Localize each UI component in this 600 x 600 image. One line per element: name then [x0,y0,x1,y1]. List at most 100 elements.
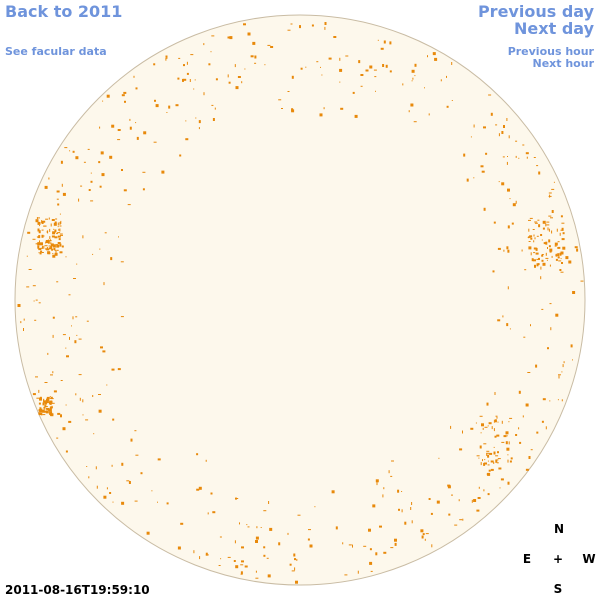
facula [98,409,102,413]
facula [96,485,98,489]
facula [58,238,61,241]
facula [189,79,191,82]
facula [43,225,47,227]
facula [557,246,561,249]
facula [390,547,394,549]
facula [574,246,578,249]
facula [561,371,563,373]
facula [41,252,44,253]
facula [234,540,236,544]
facula [205,459,207,462]
facula [57,412,61,415]
facula [300,67,303,70]
facula [99,248,101,250]
facula [142,171,146,173]
facula [121,94,125,97]
facula [49,407,52,411]
facula [561,238,565,241]
facula [291,108,294,112]
facula [451,62,453,65]
next-hour-link[interactable]: Next hour [532,57,595,70]
facula [49,410,52,412]
facula [410,103,414,107]
facula [41,229,44,231]
facula [235,565,239,569]
facula [142,188,145,191]
facula [551,255,553,258]
facula [363,545,367,547]
facula [548,245,551,248]
facula [502,156,505,158]
facula [62,334,66,336]
facula [509,198,511,200]
facula [541,239,543,241]
facula [198,127,200,130]
facula [503,125,505,128]
facula [297,514,301,516]
facula [57,235,61,238]
facula [546,224,550,226]
facula [542,227,545,230]
facula [498,181,500,183]
facula [85,419,89,421]
facula [518,427,520,430]
facula [233,560,236,562]
facula [78,338,82,340]
facula [382,64,385,67]
facula [487,454,490,458]
facula [382,494,384,498]
previous-hour-link[interactable]: Previous hour [507,45,594,58]
facula [46,396,50,399]
back-link[interactable]: Back to 2011 [5,2,123,21]
facula [49,400,53,404]
facula [166,112,168,113]
facula [266,557,269,559]
facula [234,64,236,68]
facula [376,482,378,486]
facula [480,462,482,466]
facula [62,427,66,431]
facula [43,400,46,403]
facula [37,242,40,246]
facula [496,434,500,437]
facula [507,454,509,456]
facula [545,257,549,259]
facula [515,200,517,204]
facula [50,243,54,247]
facula [112,501,114,503]
facula [38,252,40,254]
facular-link[interactable]: See facular data [5,45,107,58]
facula [526,156,528,159]
facula [320,66,321,68]
facula [427,55,428,58]
facula [554,242,558,246]
facula [47,239,49,242]
facula [309,544,313,548]
previous-day-link[interactable]: Previous day [477,2,594,21]
facula [42,402,45,406]
facula [528,246,532,250]
facula [538,224,541,228]
facula [270,46,274,48]
facula [69,150,71,152]
facula [102,350,106,353]
facula [501,182,505,186]
facula [103,282,105,286]
facula [66,355,69,358]
facula [278,99,282,101]
facula [243,23,246,26]
facula [50,223,52,227]
facula [99,185,102,188]
facula [255,577,259,579]
facula [557,399,559,401]
facula [339,81,341,83]
facula [241,81,243,84]
facula [545,252,547,256]
facula [56,198,59,200]
facula [501,441,505,443]
facula [542,398,546,401]
next-day-link[interactable]: Next day [514,19,594,38]
facula [558,260,562,262]
facula [247,526,250,528]
facula [425,533,429,535]
